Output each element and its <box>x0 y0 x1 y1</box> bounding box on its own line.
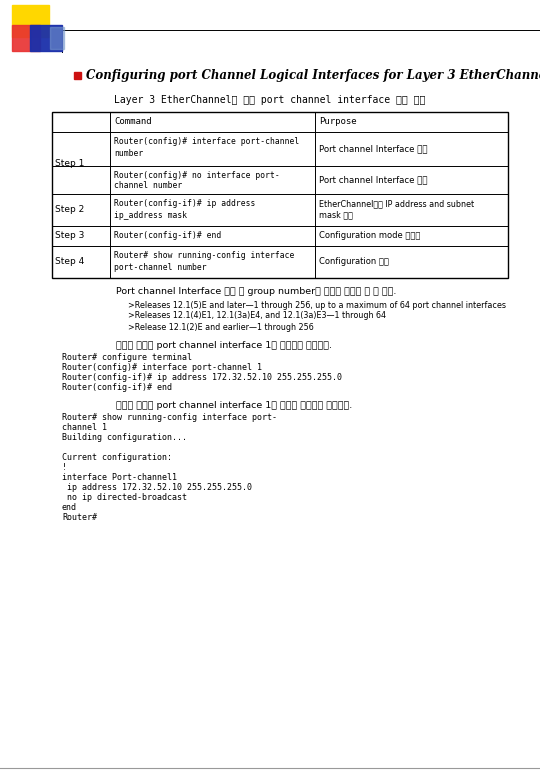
Text: Step 2: Step 2 <box>55 205 84 215</box>
Text: mask 할당: mask 할당 <box>319 211 353 219</box>
Text: Current configuration:: Current configuration: <box>62 453 172 463</box>
Text: Router#: Router# <box>62 513 97 523</box>
Text: Router# configure terminal: Router# configure terminal <box>62 353 192 363</box>
Text: Purpose: Purpose <box>319 118 356 126</box>
Bar <box>12 5 49 37</box>
Text: Step 1: Step 1 <box>55 158 84 168</box>
Text: Configuration mode 나모기: Configuration mode 나모기 <box>319 232 420 240</box>
Text: Configuring port Channel Logical Interfaces for Layer 3 EtherChannels: Configuring port Channel Logical Interfa… <box>86 69 540 81</box>
Text: Layer 3 EtherChannel을 위한 port channel interface 생성 단계: Layer 3 EtherChannel을 위한 port channel in… <box>114 95 426 105</box>
Text: Router(config)# interface port-channel 1: Router(config)# interface port-channel 1 <box>62 363 262 373</box>
Text: Router(config-if)# ip address: Router(config-if)# ip address <box>114 200 255 208</box>
Text: port-channel number: port-channel number <box>114 263 207 271</box>
Text: interface Port-channel1: interface Port-channel1 <box>62 473 177 483</box>
Text: 다음의 예제는 port channel interface 1을 생성하는 방법이다.: 다음의 예제는 port channel interface 1을 생성하는 방… <box>116 342 332 350</box>
Bar <box>50 27 64 49</box>
Text: Router(config)# interface port-channel: Router(config)# interface port-channel <box>114 137 299 147</box>
Text: EtherChannel에서 IP address and subnet: EtherChannel에서 IP address and subnet <box>319 200 474 208</box>
Text: end: end <box>62 504 77 512</box>
Text: 다음의 예제는 port channel interface 1의 설정을 확인하는 방법이다.: 다음의 예제는 port channel interface 1의 설정을 확인… <box>116 402 352 410</box>
Text: channel number: channel number <box>114 180 183 190</box>
Text: Building configuration...: Building configuration... <box>62 434 187 442</box>
Text: Step 3: Step 3 <box>55 232 84 240</box>
Bar <box>52 112 508 278</box>
Text: >Release 12.1(2)E and earlier—1 through 256: >Release 12.1(2)E and earlier—1 through … <box>128 322 314 332</box>
Text: ip_address mask: ip_address mask <box>114 211 187 219</box>
Text: >Releases 12.1(5)E and later—1 through 256, up to a maximum of 64 port channel i: >Releases 12.1(5)E and later—1 through 2… <box>128 300 506 310</box>
Bar <box>30 25 62 51</box>
Text: Router(config-if)# end: Router(config-if)# end <box>62 384 172 392</box>
Text: Port channel Interface 삭제: Port channel Interface 삭제 <box>319 176 428 185</box>
Text: >Releases 12.1(4)E1, 12.1(3a)E4, and 12.1(3a)E3—1 through 64: >Releases 12.1(4)E1, 12.1(3a)E4, and 12.… <box>128 311 386 321</box>
Text: Configuration 확인: Configuration 확인 <box>319 257 389 267</box>
Text: Router# show running-config interface: Router# show running-config interface <box>114 251 294 261</box>
Text: Router(config-if)# ip address 172.32.52.10 255.255.255.0: Router(config-if)# ip address 172.32.52.… <box>62 374 342 382</box>
Text: Port channel Interface 생성: Port channel Interface 생성 <box>319 144 428 154</box>
Bar <box>74 72 81 79</box>
Text: no ip directed-broadcast: no ip directed-broadcast <box>62 494 187 502</box>
Text: ip address 172.32.52.10 255.255.255.0: ip address 172.32.52.10 255.255.255.0 <box>62 484 252 492</box>
Text: Router(config)# no interface port-: Router(config)# no interface port- <box>114 171 280 179</box>
Text: Router(config-if)# end: Router(config-if)# end <box>114 232 221 240</box>
Text: channel 1: channel 1 <box>62 424 107 432</box>
Text: Port channel Interface 생성 시 group number는 다음의 하나로 할 수 있다.: Port channel Interface 생성 시 group number… <box>116 288 396 296</box>
Bar <box>12 25 40 51</box>
Text: !: ! <box>62 463 67 473</box>
Text: Command: Command <box>114 118 152 126</box>
Text: Router# show running-config interface port-: Router# show running-config interface po… <box>62 413 277 423</box>
Text: number: number <box>114 150 143 158</box>
Text: Step 4: Step 4 <box>55 257 84 267</box>
